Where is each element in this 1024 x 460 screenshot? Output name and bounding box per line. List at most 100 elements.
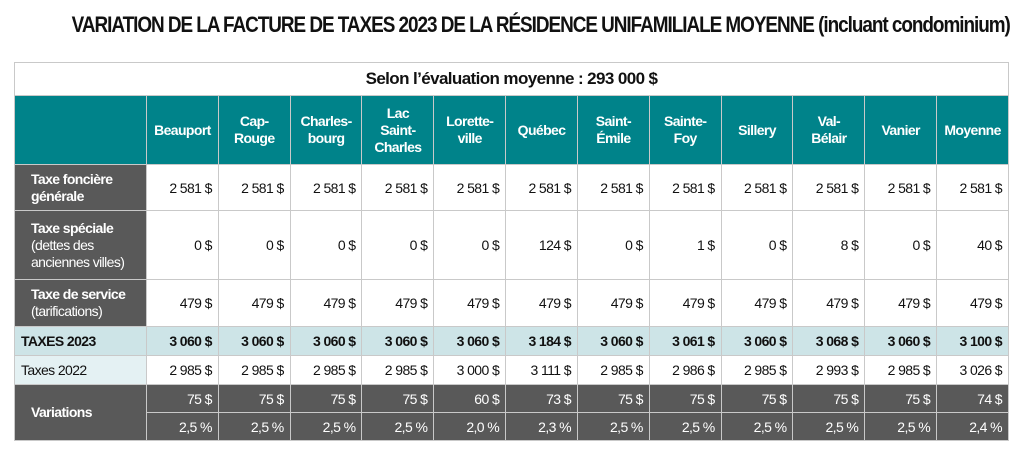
column-header-line: Val-: [817, 113, 841, 129]
value-cell: 2,5 %: [289, 412, 363, 441]
value-cell: 2 581 $: [936, 164, 1009, 211]
header-row: Beauport Cap- Rouge Charles-bourg Lac Saint- C…: [14, 95, 1009, 165]
column-header-line: Sillery: [738, 121, 776, 138]
value-cell: 2 985 $: [217, 355, 291, 385]
tax-variation-table: Selon l’évaluation moyenne : 293 000 $ B…: [14, 62, 1009, 441]
value-cell: 2 581 $: [792, 164, 866, 211]
value-cell: 2 985 $: [146, 355, 219, 385]
value-cell: 2 581 $: [289, 164, 363, 211]
row-label: Taxes 2022: [14, 355, 147, 385]
value-cell: 3 184 $: [505, 326, 578, 356]
row-label: TAXES 2023: [14, 326, 147, 356]
column-header-line: Lorette-: [446, 113, 494, 129]
value-cell: 75 $: [720, 384, 794, 413]
table-subtitle: Selon l’évaluation moyenne : 293 000 $: [14, 62, 1009, 96]
value-cell: 3 111 $: [505, 355, 578, 385]
column-header: Val- Bélair: [792, 95, 866, 165]
value-cell: 0 $: [576, 210, 650, 280]
value-cell: 3 060 $: [576, 326, 650, 356]
value-cell: 2 985 $: [289, 355, 363, 385]
value-cell: 75 $: [792, 384, 866, 413]
value-cell: 479 $: [146, 279, 219, 327]
column-header-line: Saint-: [380, 121, 416, 138]
value-cell: 0 $: [433, 210, 507, 280]
value-cell: 3 060 $: [433, 326, 507, 356]
value-cell: 40 $: [936, 210, 1009, 280]
value-cell: 8 $: [792, 210, 866, 280]
value-cell: 0 $: [146, 210, 219, 280]
value-cell: 479 $: [433, 279, 507, 327]
column-header-line: Sainte-: [663, 113, 707, 129]
value-cell: 2,0 %: [433, 412, 507, 441]
column-header-line: Bélair: [811, 130, 847, 146]
value-cell: 479 $: [792, 279, 866, 327]
value-cell: 3 060 $: [289, 326, 363, 356]
value-cell: 2 986 $: [648, 355, 722, 385]
value-cell: 1 $: [648, 210, 722, 280]
value-cell: 3 060 $: [146, 326, 219, 356]
value-cell: 0 $: [217, 210, 291, 280]
value-cell: 3 000 $: [433, 355, 507, 385]
header-empty-cell: [14, 95, 147, 165]
value-cell: 3 061 $: [648, 326, 722, 356]
value-cell: 0 $: [361, 210, 435, 280]
value-cell: 2 581 $: [720, 164, 794, 211]
value-cell: 73 $: [505, 384, 578, 413]
column-header-line: ville: [457, 130, 483, 146]
value-cell: 2,5 %: [146, 412, 219, 441]
column-header-line: Rouge: [233, 130, 275, 146]
value-cell: 479 $: [289, 279, 363, 327]
column-header-line: Cap-: [239, 113, 269, 129]
value-cell: 3 060 $: [361, 326, 435, 356]
table-row-taxes-2023: TAXES 2023 3 060 $3 060 $3 060 $3 060 $3…: [14, 326, 1009, 356]
value-cell: 2 581 $: [361, 164, 435, 211]
column-header-line: Vanier: [881, 121, 920, 138]
column-header: Sainte- Foy: [648, 95, 722, 165]
column-header-line: Émile: [596, 130, 631, 146]
value-cell: 2,3 %: [505, 412, 578, 441]
column-header-line: bourg: [307, 130, 345, 146]
column-header-line: Saint-: [595, 113, 632, 129]
value-cell: 2,5 %: [648, 412, 722, 441]
column-header: Saint- Émile: [576, 95, 650, 165]
value-cell: 479 $: [720, 279, 794, 327]
value-cell: 2 581 $: [505, 164, 578, 211]
row-label-bold: Taxe de service: [31, 286, 126, 302]
column-header: Moyenne: [936, 95, 1009, 165]
value-cell: 2 985 $: [576, 355, 650, 385]
value-cell: 2,5 %: [864, 412, 938, 441]
value-cell: 2,5 %: [720, 412, 794, 441]
value-cell: 2 581 $: [864, 164, 938, 211]
value-cell: 2,5 %: [576, 412, 650, 441]
value-cell: 60 $: [433, 384, 507, 413]
page-title: VARIATION DE LA FACTURE DE TAXES 2023 DE…: [71, 12, 1011, 37]
column-header: Québec: [505, 95, 578, 165]
table-row-variations-percent: 2,5 % 2,5 % 2,5 % 2,5 % 2,0 % 2,3 % 2,5 % 2,5 %…: [15, 412, 1009, 441]
row-label: Taxe spéciale (dettes des anciennes ville…: [14, 210, 147, 280]
table-row-taxes-2022: Taxes 2022 2 985 $2 985 $2 985 $2 985 $3…: [14, 355, 1009, 385]
value-cell: 75 $: [217, 384, 291, 413]
value-cell: 479 $: [576, 279, 650, 327]
row-label-note: (dettes des anciennes villes): [31, 236, 125, 270]
value-cell: 2 985 $: [720, 355, 794, 385]
row-label: Taxe foncière générale: [14, 164, 147, 211]
row-label: Taxe de service (tarifications): [14, 279, 147, 327]
row-label: Variations: [14, 384, 147, 441]
value-cell: 124 $: [505, 210, 578, 280]
table-row-variations-dollars: Variations 75 $75 $75 $75 $60 $73 $75 $7…: [14, 384, 1009, 441]
value-cell: 3 026 $: [936, 355, 1009, 385]
value-cell: 479 $: [505, 279, 578, 327]
column-header-line: Foy: [673, 130, 698, 146]
value-cell: 2 985 $: [864, 355, 938, 385]
value-cell: 3 100 $: [936, 326, 1009, 356]
row-label-bold: Taxe spéciale: [31, 219, 114, 236]
value-cell: 2 581 $: [576, 164, 650, 211]
table-row-taxe-speciale: Taxe spéciale (dettes des anciennes ville…: [14, 210, 1009, 280]
value-cell: 75 $: [289, 384, 363, 413]
row-label-note: (tarifications): [31, 303, 103, 319]
value-cell: 3 060 $: [864, 326, 938, 356]
value-cell: 2 581 $: [433, 164, 507, 211]
value-cell: 2,5 %: [792, 412, 866, 441]
column-header: Sillery: [720, 95, 794, 165]
value-cell: 479 $: [217, 279, 291, 327]
